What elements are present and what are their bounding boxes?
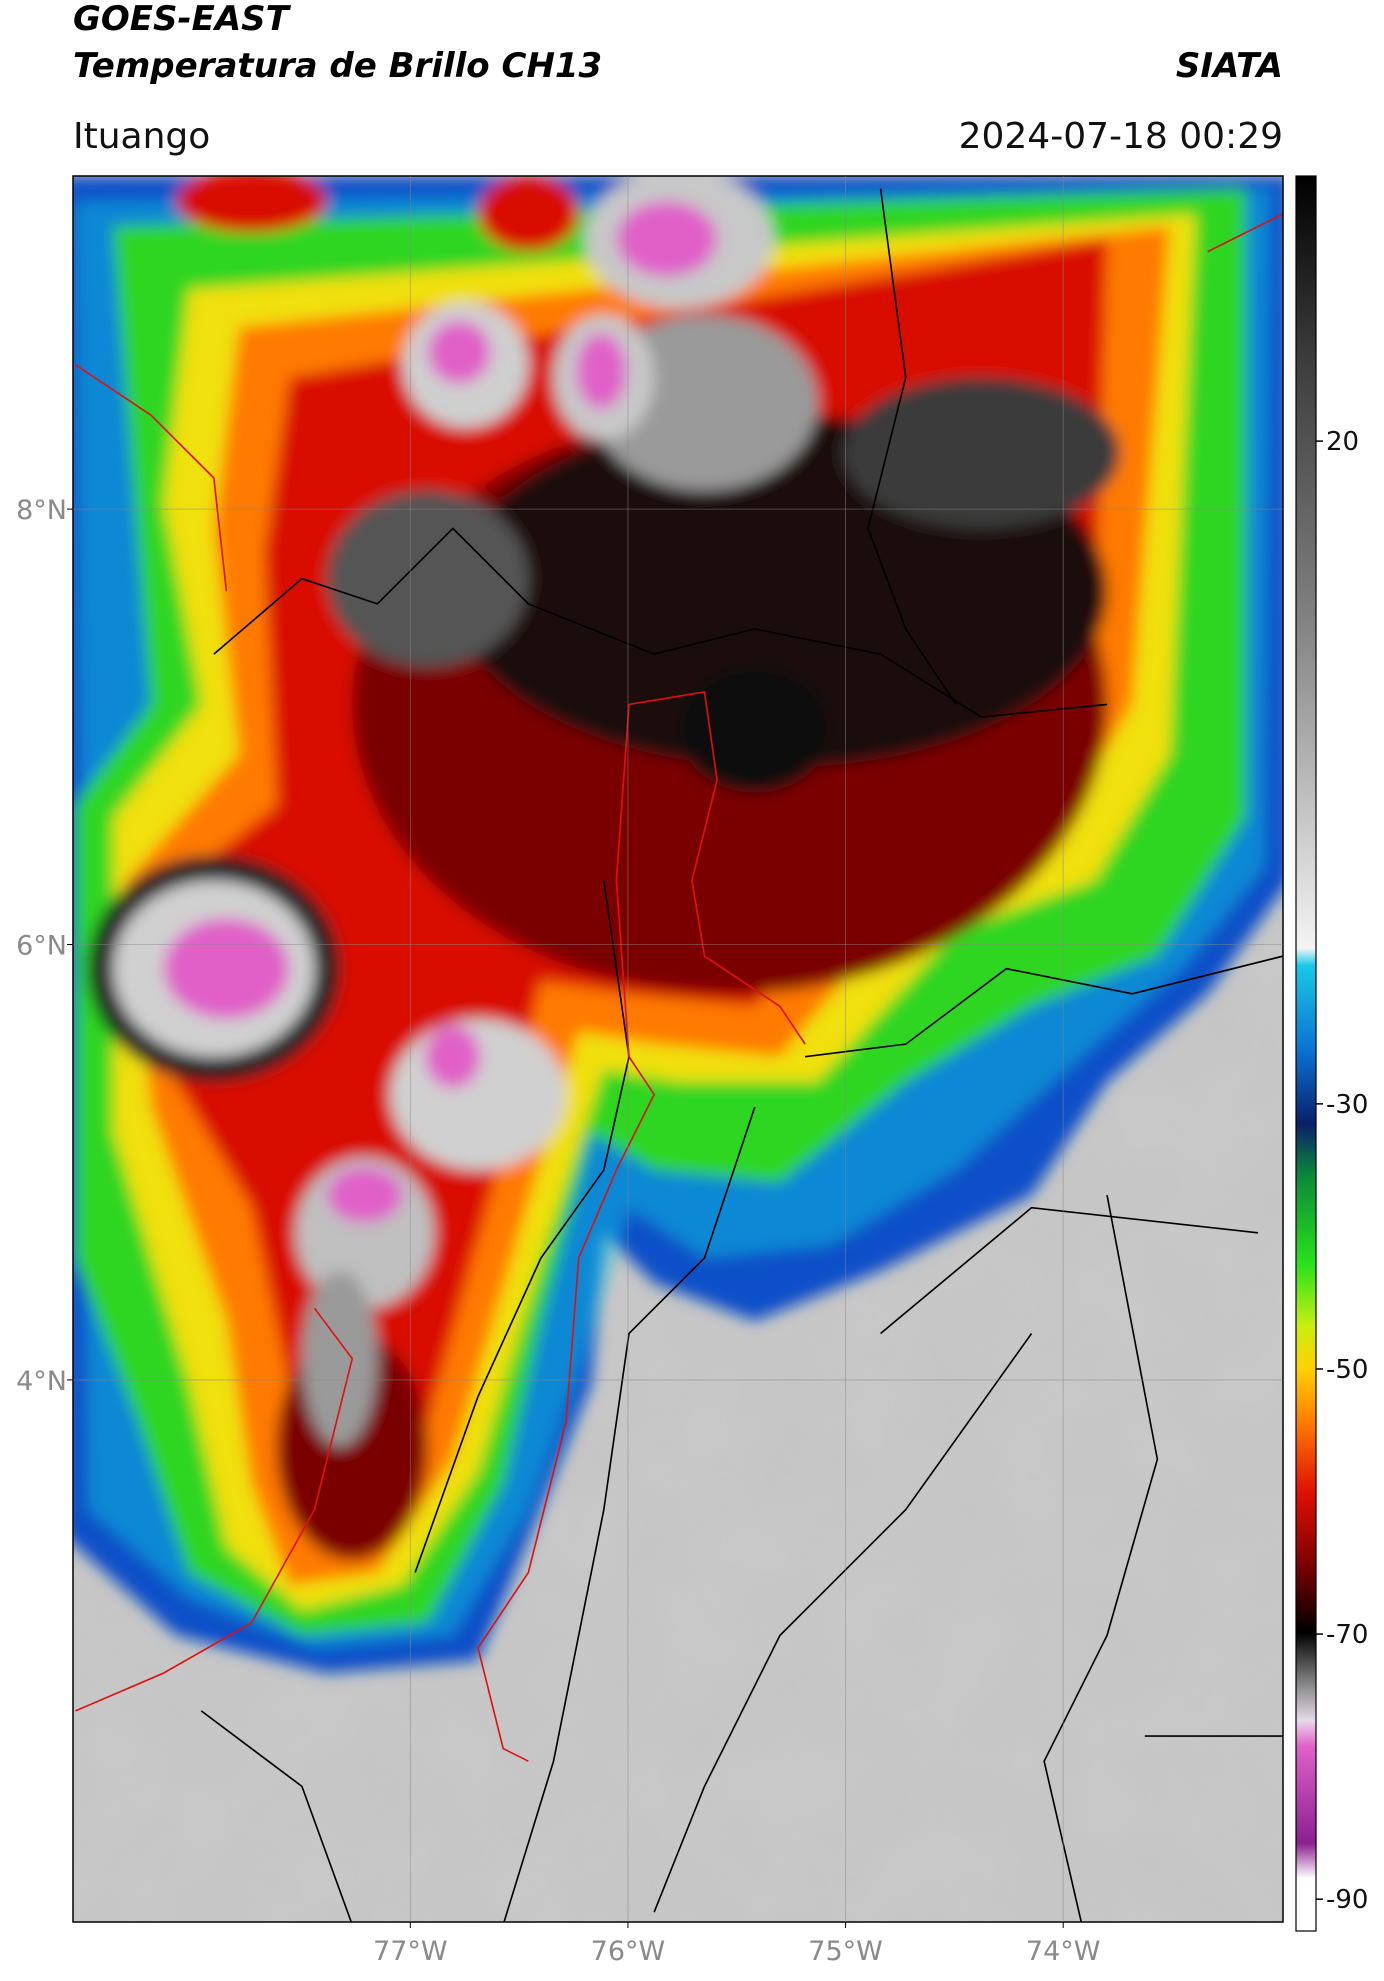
colorbar (1295, 175, 1317, 1932)
colorbar-tick-label: -90 (1326, 1885, 1368, 1915)
location: Ituango (73, 116, 210, 157)
y-tick-label: 4°N (16, 1366, 67, 1397)
x-tick-label: 74°W (1026, 1936, 1101, 1967)
x-tick-label: 75°W (808, 1936, 883, 1967)
plot-frame (72, 175, 1284, 1923)
y-tick-label: 6°N (16, 931, 67, 962)
x-tick-label: 77°W (373, 1936, 448, 1967)
satellite-image (73, 176, 1283, 1922)
x-tick-label: 76°W (591, 1936, 666, 1967)
y-tick-label: 8°N (16, 495, 67, 526)
colorbar-tick-label: -70 (1326, 1620, 1368, 1650)
colorbar-tick-label: -50 (1326, 1355, 1368, 1385)
colorbar-tick-label: -30 (1326, 1090, 1368, 1120)
agency: SIATA (1176, 46, 1283, 86)
datetime: 2024-07-18 00:29 (959, 116, 1283, 157)
title: GOES-EAST (73, 0, 292, 39)
subtitle: Temperatura de Brillo CH13 (73, 46, 602, 86)
colorbar-tick-label: 20 (1326, 427, 1359, 457)
